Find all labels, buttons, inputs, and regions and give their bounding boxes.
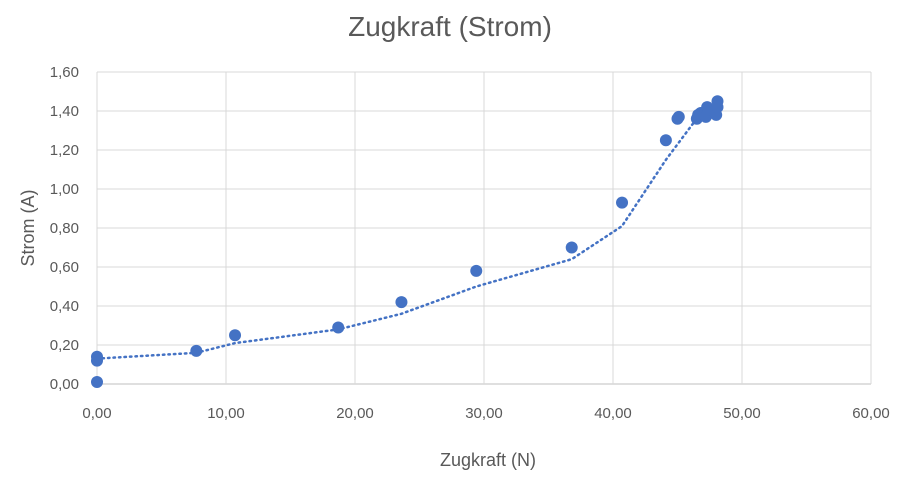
x-tick-label: 50,00 <box>723 405 761 422</box>
x-axis-title: Zugkraft (N) <box>440 450 536 470</box>
x-tick-label: 20,00 <box>336 405 374 422</box>
chart-title: Zugkraft (Strom) <box>348 11 552 42</box>
data-point <box>91 350 103 363</box>
y-axis-title: Strom (A) <box>18 189 38 266</box>
y-tick-label: 0,00 <box>50 376 79 393</box>
y-tick-label: 0,60 <box>50 259 79 276</box>
y-tick-label: 1,60 <box>50 64 79 81</box>
data-point <box>672 110 685 123</box>
data-point <box>229 329 242 342</box>
data-point <box>565 241 578 254</box>
x-tick-label: 0,00 <box>82 405 111 422</box>
data-point <box>711 95 724 108</box>
data-point <box>659 134 672 147</box>
data-point <box>395 296 408 309</box>
gridlines <box>96 71 872 385</box>
data-point <box>616 196 629 209</box>
y-axis-tick-labels: 0,00 0,20 0,40 0,60 0,80 1,00 1,20 1,40 1,60 <box>50 64 79 393</box>
data-point <box>91 376 103 389</box>
y-tick-label: 0,40 <box>50 298 79 315</box>
x-tick-label: 40,00 <box>594 405 632 422</box>
x-tick-label: 10,00 <box>207 405 245 422</box>
y-tick-label: 1,40 <box>50 103 79 120</box>
y-tick-label: 0,80 <box>50 220 79 237</box>
trendline-group <box>95 107 719 360</box>
trendline <box>95 107 719 360</box>
y-tick-label: 1,20 <box>50 142 79 159</box>
data-point <box>332 321 345 334</box>
x-tick-label: 30,00 <box>465 405 503 422</box>
data-points <box>91 95 724 389</box>
x-axis-tick-labels: 0,00 10,00 20,00 30,00 40,00 50,00 60,00 <box>82 405 889 422</box>
y-tick-label: 1,00 <box>50 181 79 198</box>
data-point <box>470 264 483 277</box>
data-point <box>190 344 203 357</box>
x-tick-label: 60,00 <box>852 405 890 422</box>
y-tick-label: 0,20 <box>50 337 79 354</box>
